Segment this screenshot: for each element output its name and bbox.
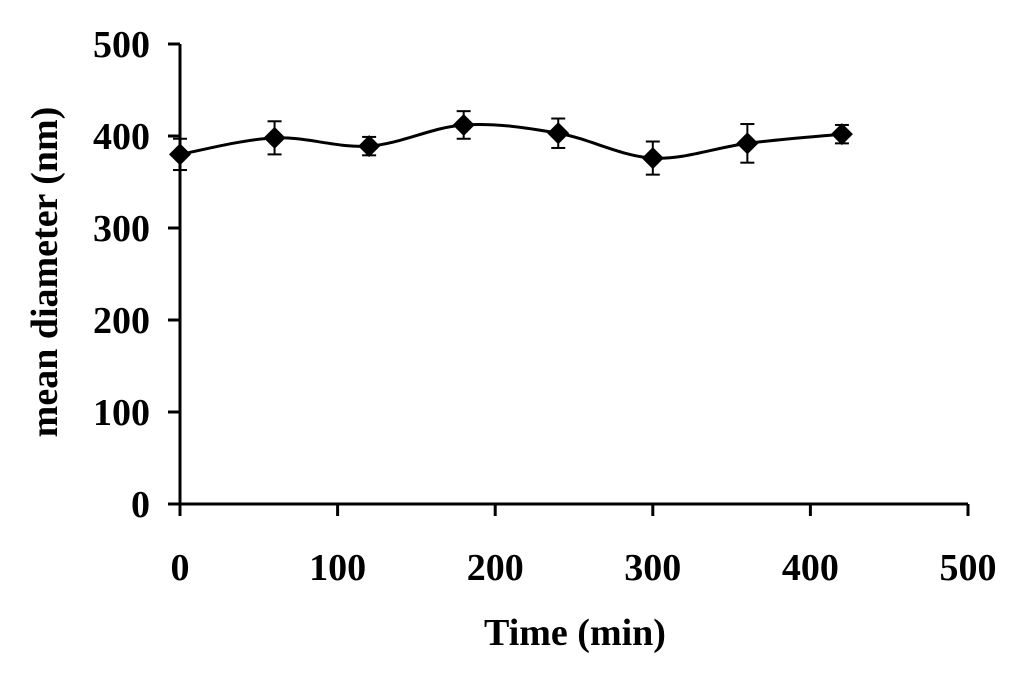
y-tick-label: 400 (93, 116, 150, 158)
data-point-marker (736, 132, 759, 155)
y-axis-title: mean diameter (nm) (24, 107, 66, 438)
x-axis-ticks: 0 100 200 300 400 500 (171, 504, 997, 589)
y-tick-label: 500 (93, 24, 150, 66)
x-tick-label: 200 (467, 547, 524, 589)
y-tick-label: 200 (93, 300, 150, 342)
y-axis-ticks: 0 100 200 300 400 500 (93, 24, 180, 526)
axes (178, 44, 968, 506)
y-tick-label: 300 (93, 208, 150, 250)
data-point-marker (830, 123, 853, 146)
data-point-marker (452, 113, 475, 136)
y-tick-label: 100 (93, 392, 150, 434)
x-tick-label: 400 (782, 547, 839, 589)
data-point-marker (358, 135, 381, 158)
x-tick-label: 0 (171, 547, 190, 589)
x-tick-label: 300 (624, 547, 681, 589)
x-axis-title: Time (min) (484, 612, 666, 654)
y-tick-label: 0 (131, 484, 150, 526)
data-point-marker (169, 143, 191, 166)
data-point-marker (547, 122, 570, 145)
data-point-marker (641, 147, 664, 170)
x-tick-label: 100 (309, 547, 366, 589)
data-point-marker (263, 126, 286, 149)
series-layer (169, 110, 853, 176)
x-tick-label: 500 (940, 547, 997, 589)
